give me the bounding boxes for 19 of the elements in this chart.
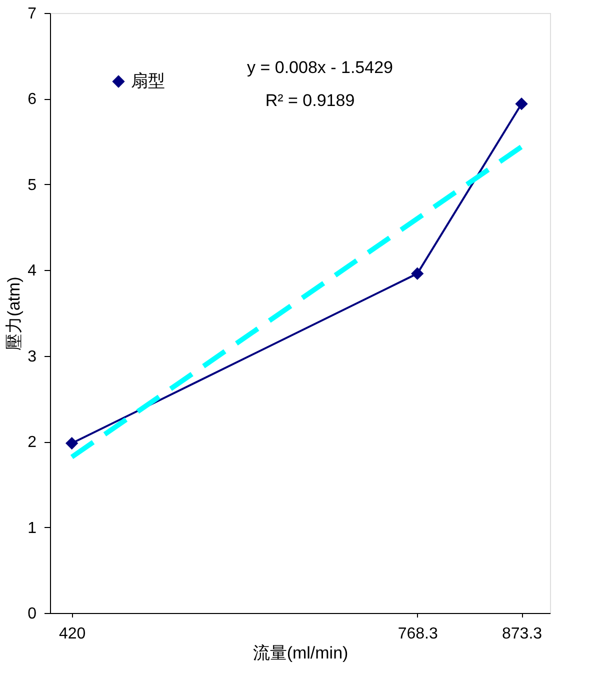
x-tick-label: 420 — [58, 626, 86, 642]
y-axis-title: 壓力(atm) — [4, 276, 24, 350]
x-tick-label: 768.3 — [398, 626, 438, 642]
y-tick-label: 6 — [28, 91, 37, 108]
annotation: R² = 0.9189 — [265, 91, 355, 110]
y-tick-label: 2 — [28, 434, 37, 452]
point — [515, 98, 528, 110]
y-tick-label: 7 — [28, 6, 37, 22]
x-axis-title: 流量(ml/min) — [252, 644, 348, 662]
x-tick-label: 873.3 — [502, 626, 542, 642]
y-tick-label: 5 — [28, 176, 37, 194]
y-tick-label: 3 — [28, 348, 37, 366]
y-tick-label: 4 — [28, 262, 37, 280]
annotation: y = 0.008x - 1.5429 — [246, 58, 394, 77]
point — [411, 267, 424, 280]
y-tick-label: 0 — [28, 606, 37, 622]
y-tick-label: 1 — [28, 520, 37, 537]
legend-label: 扇型 — [131, 72, 165, 90]
point — [66, 436, 78, 450]
